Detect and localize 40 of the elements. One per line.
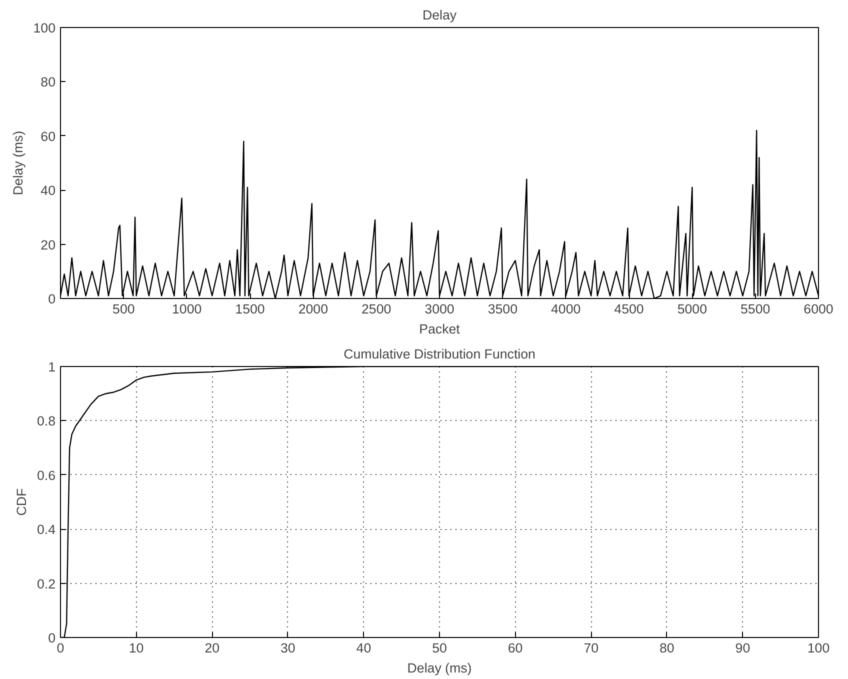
- x-axis-title: Delay (ms): [407, 660, 472, 676]
- y-tick-label: 0.6: [36, 468, 56, 483]
- y-tick-label: 40: [40, 183, 56, 198]
- x-tick-label: 6000: [804, 302, 834, 316]
- y-tick-label: 0: [48, 630, 56, 646]
- y-tick-label: 0.8: [36, 414, 56, 429]
- x-tick-label: 30: [280, 640, 296, 656]
- x-tick-label: 1000: [172, 302, 202, 316]
- y-tick-label: 0.4: [36, 522, 56, 538]
- x-tick-label: 80: [659, 640, 674, 656]
- chart-title: Cumulative Distribution Function: [344, 346, 536, 362]
- y-tick-label: 100: [33, 20, 56, 36]
- x-tick-label: 70: [584, 640, 599, 656]
- y-tick-label: 0: [48, 292, 56, 306]
- x-tick-label: 5000: [677, 302, 707, 316]
- x-axis-title: Packet: [419, 322, 460, 336]
- x-tick-label: 50: [432, 640, 447, 656]
- x-tick-label: 20: [204, 640, 220, 656]
- chart-title: Delay: [422, 8, 457, 22]
- x-tick-label: 40: [356, 640, 372, 656]
- x-tick-label: 3000: [424, 302, 454, 316]
- x-tick-label: 60: [508, 640, 523, 656]
- x-tick-label: 5500: [740, 302, 770, 316]
- x-tick-label: 100: [807, 640, 830, 656]
- x-tick-label: 2000: [298, 302, 328, 316]
- x-tick-label: 1500: [235, 302, 265, 316]
- y-tick-label: 0.2: [36, 576, 56, 592]
- x-tick-label: 500: [112, 302, 135, 316]
- x-tick-label: 90: [735, 640, 750, 656]
- x-tick-label: 4500: [614, 302, 644, 316]
- y-tick-label: 20: [40, 237, 56, 252]
- x-tick-label: 10: [128, 640, 144, 656]
- x-tick-label: 3500: [488, 302, 518, 316]
- y-axis-title: Delay (ms): [10, 130, 26, 196]
- x-tick-label: 2500: [362, 302, 392, 316]
- y-tick-label: 1: [48, 360, 56, 374]
- y-tick-label: 80: [40, 74, 56, 90]
- y-tick-label: 60: [40, 128, 56, 144]
- x-tick-label: 4000: [551, 302, 581, 316]
- y-axis-title: CDF: [14, 488, 29, 516]
